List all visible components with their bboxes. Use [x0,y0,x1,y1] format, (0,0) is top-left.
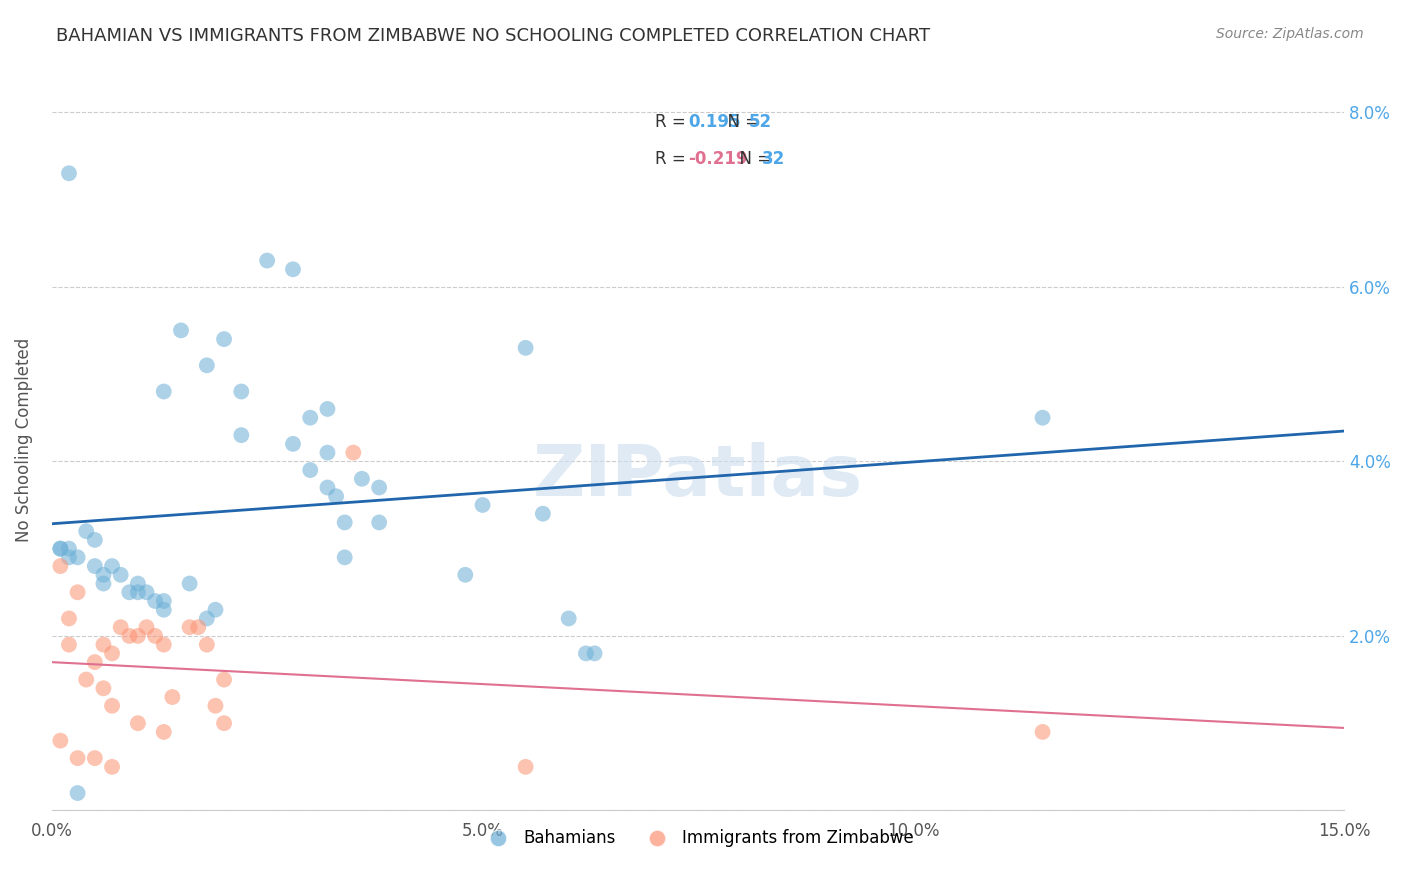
Point [333,550,356,565]
Point [127,716,149,731]
Point [179,576,201,591]
Text: Source: ZipAtlas.com: Source: ZipAtlas.com [1216,27,1364,41]
Point [135,585,157,599]
Point [93,681,115,696]
Point [83,655,105,669]
Point [49,559,72,574]
Text: 0.195: 0.195 [689,113,741,131]
Point [152,638,174,652]
Point [195,638,218,652]
Point [1032,725,1054,739]
Point [316,481,339,495]
Text: R =: R = [655,113,690,131]
Text: -0.219: -0.219 [689,150,748,168]
Point [350,472,373,486]
Point [212,673,235,687]
Point [93,638,115,652]
Point [152,603,174,617]
Point [66,585,89,599]
Text: N =: N = [730,150,776,168]
Point [118,629,141,643]
Point [101,760,124,774]
Point [49,733,72,747]
Point [256,253,278,268]
Point [101,646,124,660]
Point [195,611,218,625]
Point [281,437,304,451]
Point [66,751,89,765]
Point [58,550,80,565]
Point [471,498,494,512]
Point [187,620,209,634]
Point [368,481,391,495]
Point [118,585,141,599]
Point [127,576,149,591]
Point [110,620,132,634]
Point [325,489,347,503]
Text: BAHAMIAN VS IMMIGRANTS FROM ZIMBABWE NO SCHOOLING COMPLETED CORRELATION CHART: BAHAMIAN VS IMMIGRANTS FROM ZIMBABWE NO … [56,27,931,45]
Point [49,541,72,556]
Point [531,507,554,521]
Point [93,576,115,591]
Point [281,262,304,277]
Point [212,332,235,346]
Point [58,638,80,652]
Point [75,524,97,538]
Point [83,533,105,547]
Point [135,620,157,634]
Point [342,445,364,459]
Point [127,629,149,643]
Point [204,603,226,617]
Point [170,323,193,337]
Y-axis label: No Schooling Completed: No Schooling Completed [15,337,32,541]
Point [101,559,124,574]
Point [316,401,339,416]
Point [212,716,235,731]
Legend: Bahamians, Immigrants from Zimbabwe: Bahamians, Immigrants from Zimbabwe [475,822,921,855]
Point [515,760,537,774]
Point [575,646,598,660]
Point [231,384,253,399]
Text: 32: 32 [762,150,785,168]
Text: R =: R = [655,150,690,168]
Point [110,567,132,582]
Point [49,541,72,556]
Point [58,611,80,625]
Point [162,690,184,704]
Point [93,567,115,582]
Point [299,463,322,477]
Point [557,611,579,625]
Point [204,698,226,713]
Point [83,751,105,765]
Point [152,594,174,608]
Point [152,725,174,739]
Point [127,585,149,599]
Point [83,559,105,574]
Point [58,166,80,180]
Point [66,786,89,800]
Point [75,673,97,687]
Point [583,646,606,660]
Point [143,629,166,643]
Point [299,410,322,425]
Point [152,384,174,399]
Point [454,567,477,582]
Point [143,594,166,608]
Point [333,516,356,530]
Point [515,341,537,355]
Point [101,698,124,713]
Point [195,359,218,373]
Point [231,428,253,442]
Point [179,620,201,634]
Point [58,541,80,556]
Point [1032,410,1054,425]
Point [66,550,89,565]
Text: 52: 52 [749,113,772,131]
Text: ZIPatlas: ZIPatlas [533,442,863,511]
Point [368,516,391,530]
Text: N =: N = [717,113,763,131]
Point [316,445,339,459]
